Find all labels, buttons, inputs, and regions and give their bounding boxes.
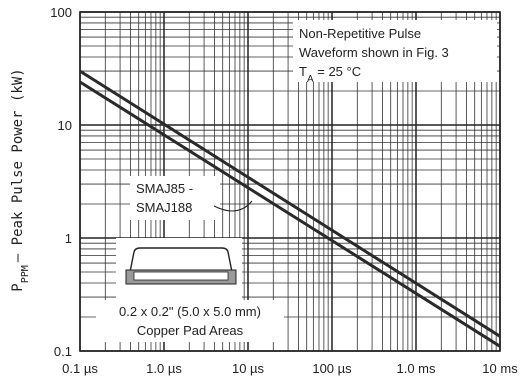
y-tick-label: 100: [50, 5, 72, 20]
series-layer: [79, 69, 501, 348]
x-tick-labels: 0.1 µs 1.0 µs 10 µs 100 µs 1.0 ms 10 ms: [62, 361, 518, 376]
y-tick-label: 1: [65, 231, 72, 246]
conditions-line-1: Non-Repetitive Pulse: [299, 26, 421, 41]
copper-pad-illustration: 0.2 x 0.2" (5.0 x 5.0 mm) Copper Pad Are…: [96, 238, 284, 342]
x-tick-label: 10 µs: [232, 361, 265, 376]
series-label-line-1: SMAJ85 -: [136, 181, 193, 196]
y-tick-label: 0.1: [54, 344, 72, 359]
y-tick-labels: 0.1 1 10 100: [50, 5, 72, 359]
series-label-group: SMAJ85 - SMAJ188: [130, 176, 253, 220]
series-label-line-2: SMAJ188: [136, 200, 192, 215]
x-tick-label: 0.1 µs: [62, 361, 98, 376]
x-tick-label: 10 ms: [482, 361, 518, 376]
plot-frame: [79, 11, 501, 352]
series-line-1: [79, 69, 501, 338]
conditions-box: Non-Repetitive Pulse Waveform shown in F…: [293, 20, 497, 85]
pad-label-line-2: Copper Pad Areas: [137, 323, 244, 338]
conditions-line-2: Waveform shown in Fig. 3: [299, 45, 449, 60]
package-icon: [129, 247, 233, 273]
temperature-label: TA = 25 °C: [299, 64, 361, 85]
y-tick-label: 10: [58, 118, 72, 133]
pad-label-line-1: 0.2 x 0.2" (5.0 x 5.0 mm): [119, 304, 261, 319]
y-axis-label: PPPM– Peak Pulse Power (kW): [10, 68, 31, 291]
x-tick-label: 1.0 µs: [146, 361, 182, 376]
x-tick-label: 1.0 ms: [396, 361, 436, 376]
series-label-leader: [213, 200, 253, 212]
series-line-2: [79, 80, 501, 348]
x-tick-label: 100 µs: [312, 361, 352, 376]
